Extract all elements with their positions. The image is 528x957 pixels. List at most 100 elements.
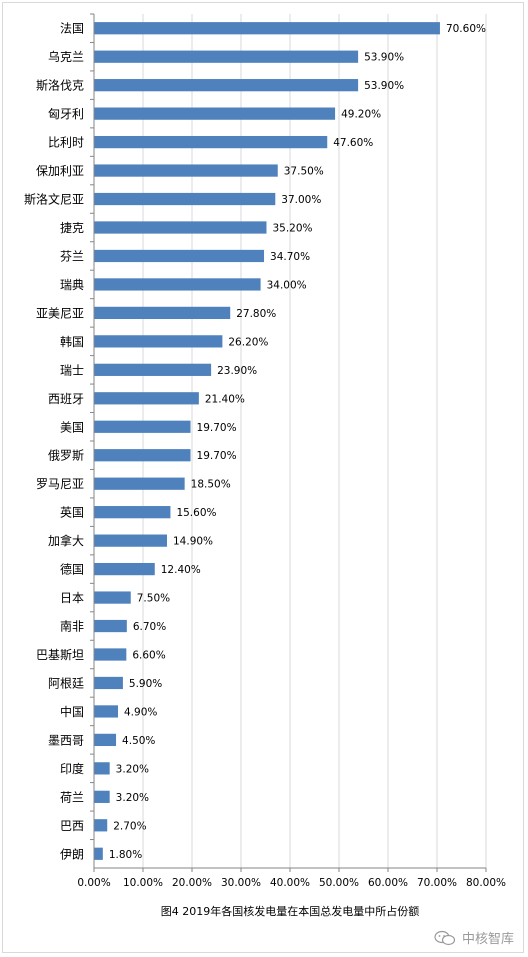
data-label: 34.00% (267, 279, 307, 291)
category-label: 美国 (60, 420, 84, 434)
bar (94, 762, 110, 775)
bar (94, 648, 127, 661)
category-label: 中国 (60, 704, 84, 719)
data-label: 19.70% (197, 422, 237, 434)
bar (94, 278, 261, 291)
category-label: 斯洛文尼亚 (24, 192, 84, 207)
category-label: 保加利亚 (36, 164, 84, 178)
data-label: 34.70% (270, 251, 310, 263)
x-axis-ticks: 0.00% 10.00% 20.00% 30.00% 40.00% 50.00% 60.00… (77, 868, 506, 889)
data-label: 53.90% (364, 80, 404, 92)
data-label: 23.90% (217, 365, 257, 377)
bar (94, 819, 108, 832)
x-tick-label: 80.00% (466, 877, 506, 889)
category-label: 斯洛伐克 (36, 78, 84, 93)
data-label: 27.80% (236, 308, 276, 320)
bar (94, 477, 185, 490)
data-label: 3.20% (116, 792, 149, 804)
data-label: 47.60% (333, 137, 373, 149)
data-label: 49.20% (341, 109, 381, 121)
category-label: 巴基斯坦 (36, 648, 84, 662)
data-label: 3.20% (116, 763, 149, 775)
category-label: 亚美尼亚 (36, 306, 84, 320)
x-tick-label: 50.00% (319, 877, 359, 889)
data-label: 12.40% (161, 564, 201, 576)
data-label: 70.60% (446, 23, 486, 35)
x-tick-label: 70.00% (417, 877, 457, 889)
bar (94, 221, 267, 234)
bar (94, 107, 336, 120)
category-label: 捷克 (60, 221, 84, 235)
category-label: 墨西哥 (48, 733, 84, 747)
category-label: 阿根廷 (48, 676, 84, 690)
category-label: 瑞士 (60, 363, 84, 377)
bar (94, 192, 276, 206)
category-label: 英国 (60, 506, 84, 520)
value-labels: 70.60% 53.90% 53.90% 49.20% 47.60% 37.50% 37.0… (109, 23, 486, 861)
data-label: 1.80% (109, 849, 142, 861)
category-label: 俄罗斯 (48, 449, 84, 463)
bar (94, 619, 127, 633)
grid-lines (90, 13, 487, 869)
category-label: 芬兰 (60, 249, 84, 263)
bar (94, 164, 278, 177)
bar (94, 135, 328, 149)
x-tick-label: 0.00% (77, 877, 110, 889)
category-label: 瑞典 (60, 278, 84, 292)
x-tick-label: 60.00% (368, 877, 408, 889)
category-label: 匈牙利 (48, 107, 84, 121)
bar (94, 790, 110, 803)
x-tick-label: 20.00% (172, 877, 212, 889)
x-tick-label: 40.00% (270, 877, 310, 889)
data-label: 15.60% (176, 507, 216, 519)
data-label: 26.20% (228, 336, 268, 348)
bar (94, 420, 191, 433)
data-label: 5.90% (129, 678, 162, 690)
bar (94, 562, 155, 576)
bar (94, 79, 359, 92)
data-label: 35.20% (272, 223, 312, 235)
bar (94, 22, 440, 35)
category-label: 伊朗 (60, 847, 84, 861)
data-label: 37.00% (281, 194, 321, 206)
category-label: 荷兰 (60, 790, 84, 804)
data-label: 19.70% (197, 450, 237, 462)
bar (94, 392, 199, 405)
bar (94, 733, 117, 747)
data-label: 6.60% (132, 650, 165, 662)
bar (94, 306, 231, 320)
category-label: 乌克兰 (48, 49, 84, 64)
bar (94, 449, 191, 462)
bar (94, 847, 103, 860)
data-label: 2.70% (113, 820, 146, 832)
bar (94, 506, 171, 519)
category-label: 德国 (60, 562, 84, 577)
category-labels: 法国乌克兰斯洛伐克匈牙利比利时保加利亚斯洛文尼亚捷克芬兰瑞典亚美尼亚韩国瑞士西班… (24, 22, 84, 862)
x-axis-title: 图4 2019年各国核发电量在本国总发电量中所占份额 (161, 904, 420, 918)
category-label: 西班牙 (48, 392, 84, 406)
bar (94, 50, 359, 63)
data-label: 7.50% (137, 593, 170, 605)
category-label: 南非 (60, 619, 84, 634)
category-label: 印度 (60, 761, 84, 776)
category-label: 巴西 (60, 819, 84, 833)
bar (94, 591, 131, 604)
data-label: 53.90% (364, 52, 404, 64)
category-label: 加拿大 (48, 533, 84, 548)
bar (94, 705, 119, 718)
data-label: 14.90% (173, 536, 213, 548)
watermark-text: 中核智库 (461, 932, 514, 947)
category-label: 日本 (60, 591, 84, 605)
bar (94, 534, 168, 547)
category-label: 法国 (60, 22, 84, 36)
category-label: 韩国 (60, 334, 84, 349)
bars (94, 22, 440, 860)
data-label: 21.40% (205, 393, 245, 405)
bar (94, 676, 123, 690)
wechat-icon (434, 930, 456, 945)
bar (94, 249, 265, 263)
data-label: 4.90% (124, 706, 157, 718)
bar (94, 335, 223, 348)
